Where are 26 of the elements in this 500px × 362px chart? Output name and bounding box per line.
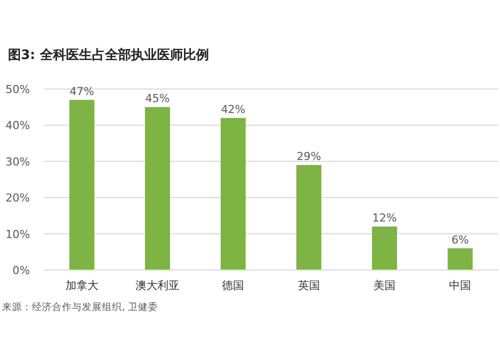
y-tick-label: 50%	[6, 83, 30, 96]
x-tick-label: 澳大利亚	[136, 279, 180, 292]
source-note: 来源：经济合作与发展组织, 卫健委	[2, 301, 158, 313]
data-label: 29%	[296, 150, 322, 164]
x-tick-label: 英国	[298, 279, 320, 292]
bar	[145, 107, 170, 270]
data-label: 42%	[220, 102, 246, 116]
y-tick-label: 0%	[12, 264, 30, 277]
bar	[296, 165, 322, 270]
y-tick-label: 10%	[6, 228, 30, 241]
y-tick-label: 20%	[6, 192, 30, 205]
bar	[69, 100, 94, 270]
x-tick-label: 中国	[449, 279, 472, 292]
bar	[448, 248, 473, 270]
x-tick-label: 德国	[222, 279, 244, 292]
data-label: 12%	[372, 212, 397, 225]
y-tick-label: 40%	[6, 119, 30, 132]
data-label: 6%	[451, 233, 469, 246]
data-label: 45%	[145, 92, 170, 106]
data-label: 47%	[70, 84, 94, 98]
x-tick-label: 加拿大	[65, 279, 98, 292]
bar	[220, 118, 246, 270]
x-tick-label: 美国	[374, 279, 396, 292]
chart-title: 图3: 全科医生占全部执业医师比例	[8, 47, 209, 63]
y-tick-label: 30%	[6, 155, 30, 168]
bar	[372, 226, 397, 270]
